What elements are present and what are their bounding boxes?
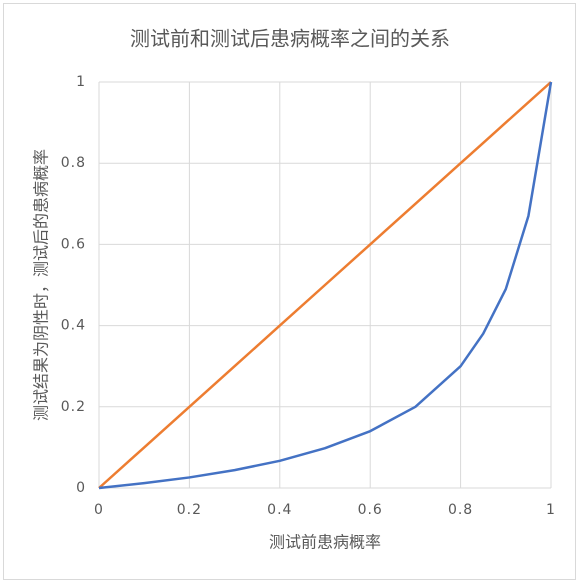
x-axis-label: 测试前患病概率 <box>269 533 381 552</box>
x-tick-label: 1 <box>546 502 556 518</box>
y-tick-label: 0.2 <box>61 399 86 415</box>
y-tick-label: 0.4 <box>61 318 86 334</box>
series-line <box>98 81 552 489</box>
x-tick-label: 0.4 <box>267 502 292 518</box>
x-tick-label: 0.8 <box>448 502 473 518</box>
y-tick-label: 0 <box>76 480 86 496</box>
chart-title: 测试前和测试后患病概率之间的关系 <box>130 27 450 51</box>
x-tick-label: 0 <box>94 502 104 518</box>
chart-frame <box>3 3 576 580</box>
series-line <box>98 81 553 490</box>
y-axis-label: 测试结果为阴性时，测试后的患病概率 <box>32 149 51 421</box>
y-tick-label: 1 <box>76 74 86 90</box>
x-tick-label: 0.2 <box>177 502 202 518</box>
x-tick-label: 0.6 <box>358 502 383 518</box>
y-tick-label: 0.8 <box>61 155 86 171</box>
y-tick-label: 0.6 <box>61 236 86 252</box>
